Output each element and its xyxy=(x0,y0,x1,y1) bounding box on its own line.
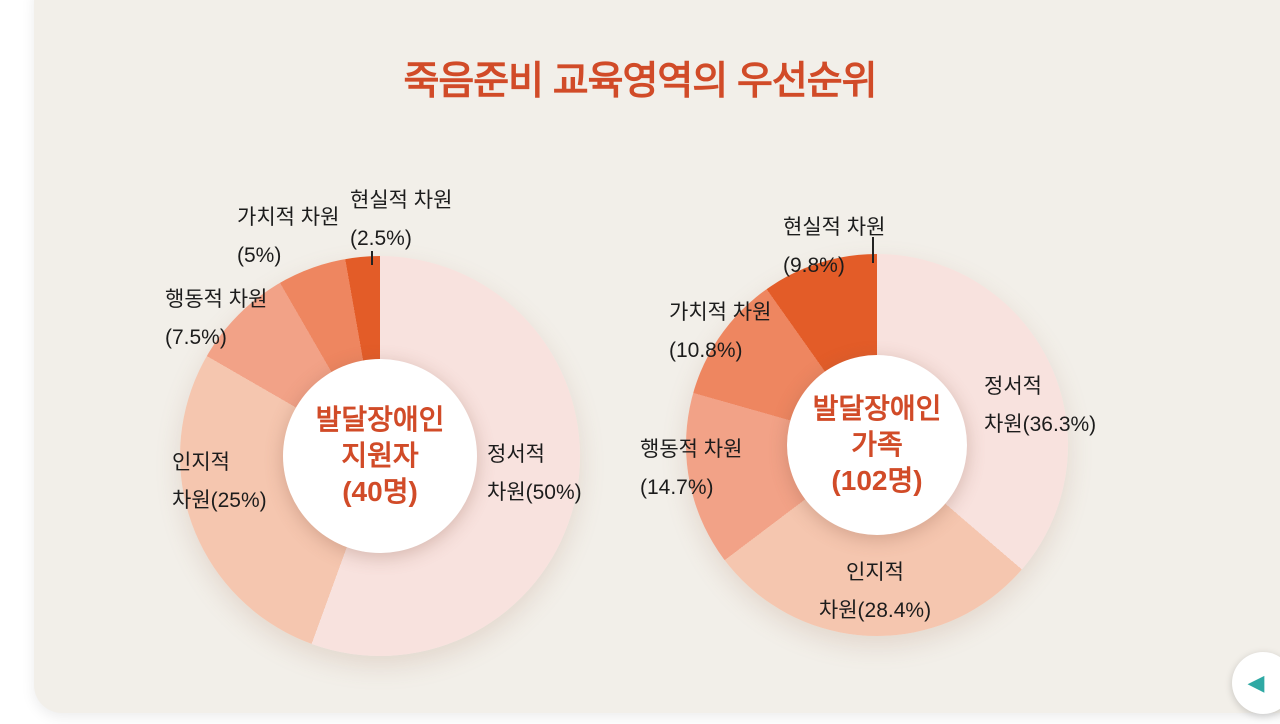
label-right-realistic: 현실적 차원 (9.8%) xyxy=(783,209,885,285)
label-right-cognitive: 인지적 차원(28.4%) xyxy=(795,554,955,630)
page-title: 죽음준비 교육영역의 우선순위 xyxy=(403,60,877,103)
slice-label-line: 정서적 xyxy=(487,443,545,466)
label-left-behavioral: 행동적 차원 (7.5%) xyxy=(165,281,267,357)
donut-center-label-family: 발달장애인 가족 (102명) xyxy=(813,391,942,498)
leader-line-left-realistic xyxy=(371,251,373,265)
label-right-emotional: 정서적 차원(36.3%) xyxy=(984,368,1096,444)
donut-center-family: 발달장애인 가족 (102명) xyxy=(787,355,967,535)
slice-label-line: (9.8%) xyxy=(783,253,845,277)
slice-label-line: 차원(50%) xyxy=(487,480,582,504)
center-line-2: 가족 xyxy=(851,429,903,461)
slice-label-line: (7.5%) xyxy=(165,325,227,349)
slice-label-line: 가치적 차원 xyxy=(669,301,772,324)
center-line-3: (102명) xyxy=(831,464,923,496)
slice-label-line: 행동적 차원 xyxy=(640,438,743,461)
slice-label-line: 인지적 xyxy=(846,561,904,584)
donut-center-supporters: 발달장애인 지원자 (40명) xyxy=(283,359,477,553)
slice-label-line: 인지적 xyxy=(172,451,230,474)
label-left-realistic: 현실적 차원 (2.5%) xyxy=(350,182,452,258)
center-line-1: 발달장애인 xyxy=(315,404,445,436)
label-left-value: 가치적 차원 (5%) xyxy=(237,199,339,275)
slice-label-line: (14.7%) xyxy=(640,475,714,499)
label-right-value: 가치적 차원 (10.8%) xyxy=(669,294,771,370)
label-right-behavioral: 행동적 차원 (14.7%) xyxy=(640,431,742,507)
center-line-1: 발달장애인 xyxy=(812,393,942,425)
slice-label-line: 차원(25%) xyxy=(172,488,267,512)
slice-label-line: 행동적 차원 xyxy=(165,288,268,311)
slice-label-line: 차원(28.4%) xyxy=(818,598,932,622)
label-left-cognitive: 인지적 차원(25%) xyxy=(172,444,267,520)
donut-chart-supporters: 발달장애인 지원자 (40명) xyxy=(180,256,580,656)
center-line-3: (40명) xyxy=(342,475,418,507)
chevron-left-icon: ◀ xyxy=(1247,670,1265,695)
slice-label-line: 정서적 xyxy=(984,375,1042,398)
slice-label-line: 현실적 차원 xyxy=(783,216,886,239)
center-line-2: 지원자 xyxy=(341,440,419,472)
label-left-emotional: 정서적 차원(50%) xyxy=(487,436,582,512)
slice-label-line: (2.5%) xyxy=(350,226,412,250)
slice-label-line: 차원(36.3%) xyxy=(984,412,1097,436)
prev-slide-button[interactable]: ◀ xyxy=(1232,652,1280,714)
leader-line-right-realistic xyxy=(872,237,874,263)
slice-label-line: (10.8%) xyxy=(669,338,743,362)
slice-label-line: (5%) xyxy=(237,243,282,267)
slice-label-line: 가치적 차원 xyxy=(237,206,340,229)
donut-chart-family: 발달장애인 가족 (102명) xyxy=(686,254,1068,636)
donut-center-label-supporters: 발달장애인 지원자 (40명) xyxy=(316,402,445,509)
slice-label-line: 현실적 차원 xyxy=(350,189,453,212)
